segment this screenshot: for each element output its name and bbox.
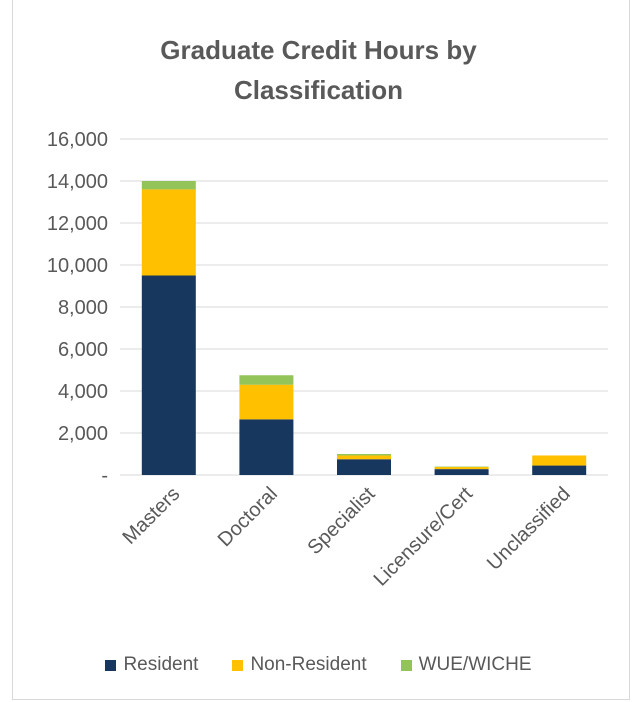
bar-segment [434, 467, 489, 470]
y-tick-label: 12,000 [47, 213, 108, 235]
chart-frame [12, 0, 630, 700]
chart-title-line-1: Graduate Credit Hours by [160, 35, 477, 65]
bar-segment [239, 384, 294, 420]
bar-segment [141, 275, 196, 475]
legend-item-wue-wiche: WUE/WICHE [400, 654, 532, 676]
y-tick-label: 6,000 [58, 339, 108, 361]
legend-swatch-resident [105, 659, 117, 671]
x-tick-label: Licensure/Cert [370, 483, 478, 591]
x-tick-label: Unclassified [483, 483, 575, 575]
legend-label-resident: Resident [123, 654, 199, 675]
chart-legend: Resident Non-Resident WUE/WICHE [0, 654, 637, 676]
y-tick-label: 14,000 [47, 171, 108, 193]
y-tick-label: 10,000 [47, 255, 108, 277]
bar-segment [239, 375, 294, 385]
y-tick-label: - [101, 465, 108, 487]
y-tick-label: 8,000 [58, 297, 108, 319]
x-tick-label: Masters [118, 483, 184, 549]
bar-segment [239, 419, 294, 475]
y-tick-label: 2,000 [58, 423, 108, 445]
legend-item-resident: Resident [105, 654, 198, 676]
bar-segment [141, 189, 196, 276]
legend-swatch-wue-wiche [400, 659, 412, 671]
chart-title: Graduate Credit Hours by Classification [0, 30, 637, 110]
bar-segment [337, 454, 391, 456]
legend-swatch-non-resident [232, 659, 244, 671]
bar-segment [337, 459, 391, 475]
y-tick-label: 4,000 [58, 381, 108, 403]
y-tick-label: 16,000 [47, 129, 108, 151]
x-tick-label: Specialist [303, 483, 379, 559]
bar-segment [532, 455, 587, 466]
bar-segment [141, 181, 196, 190]
chart-title-line-2: Classification [233, 75, 404, 105]
bar-segment [532, 465, 587, 475]
x-tick-label: Doctoral [214, 483, 282, 551]
legend-label-non-resident: Non-Resident [250, 654, 367, 675]
bar-segment [337, 455, 391, 460]
legend-item-non-resident: Non-Resident [232, 654, 367, 676]
bar-segment [434, 469, 489, 475]
legend-label-wue-wiche: WUE/WICHE [418, 654, 532, 675]
